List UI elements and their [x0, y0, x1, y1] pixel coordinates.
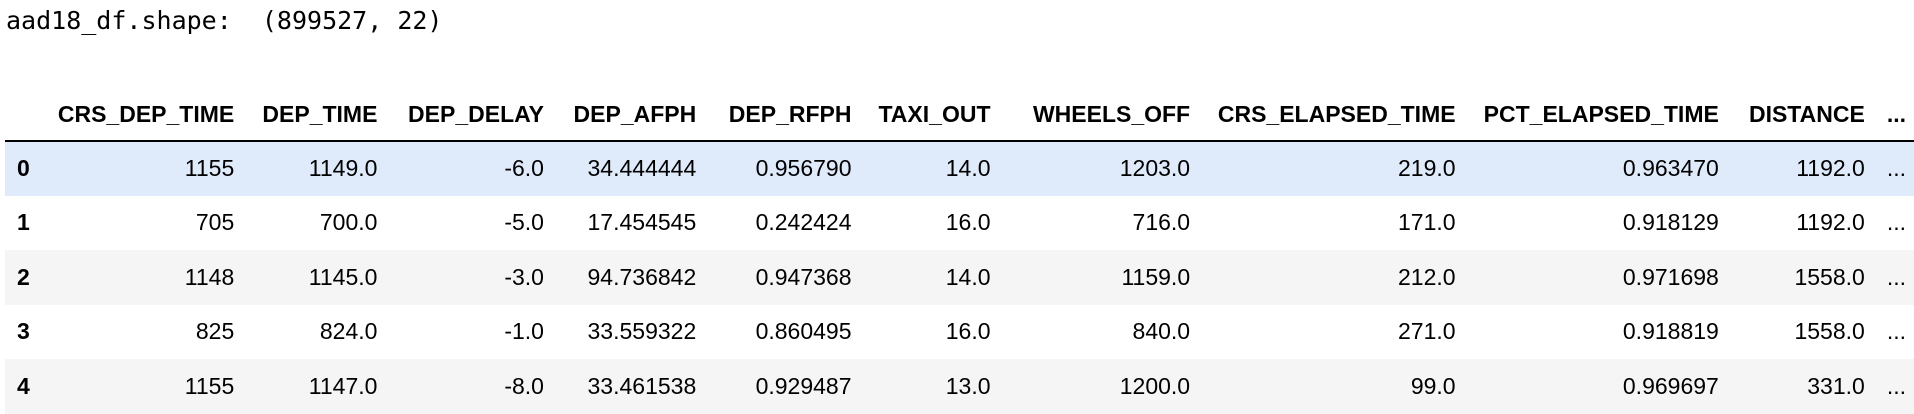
table-cell: 34.444444 [587, 155, 697, 182]
table-cell: 705 [195, 209, 235, 236]
table-cell: 94.736842 [587, 263, 697, 290]
table-cell: 1145.0 [308, 263, 378, 290]
column-header: DEP_DELAY [389, 88, 556, 142]
header-row: CRS_DEP_TIME DEP_TIME DEP_DELAY DEP_AFPH… [5, 88, 1914, 142]
table-cell: -1.0 [504, 318, 544, 345]
column-header: WHEELS_OFF [1002, 88, 1203, 142]
column-ellipsis: ... [1876, 88, 1914, 142]
table-cell: 212.0 [1398, 263, 1456, 290]
table-cell: -5.0 [504, 209, 544, 236]
table-cell: 0.860495 [755, 318, 852, 345]
table-cell: 1155 [184, 155, 235, 182]
column-header: DEP_AFPH [555, 88, 709, 142]
table-cell: 825 [195, 318, 235, 345]
table-cell: 0.971698 [1622, 263, 1719, 290]
column-header: DISTANCE [1730, 88, 1877, 142]
table-cell: 219.0 [1398, 155, 1456, 182]
table-cell: 1200.0 [1119, 372, 1191, 399]
column-header: CRS_DEP_TIME [42, 88, 247, 142]
table-cell: 1192.0 [1796, 209, 1865, 236]
table-cell: -8.0 [504, 372, 544, 399]
table-cell: 0.956790 [755, 155, 852, 182]
table-cell: 171.0 [1398, 209, 1456, 236]
table-cell: 1148 [184, 263, 235, 290]
table-cell: 1155 [184, 372, 235, 399]
column-header: TAXI_OUT [863, 88, 1003, 142]
row-ellipsis: ... [1886, 372, 1906, 399]
table-cell: 1147.0 [308, 372, 378, 399]
table-cell: 17.454545 [587, 209, 697, 236]
table-cell: 716.0 [1132, 209, 1191, 236]
table-cell: 16.0 [945, 318, 991, 345]
row-index: 4 [17, 372, 30, 399]
table-cell: 14.0 [945, 263, 991, 290]
table-row: 3 825 824.0 -1.0 33.559322 0.860495 16.0 840.0 2… [5, 305, 1914, 360]
table-cell: 0.929487 [755, 372, 852, 399]
index-header [5, 88, 43, 142]
row-ellipsis: ... [1886, 209, 1906, 236]
table-cell: -6.0 [504, 155, 544, 182]
table-cell: 13.0 [945, 372, 991, 399]
table-cell: 1192.0 [1796, 155, 1865, 182]
column-header: PCT_ELAPSED_TIME [1467, 88, 1731, 142]
column-header: DEP_RFPH [708, 88, 864, 142]
table-cell: 0.947368 [755, 263, 852, 290]
table-row: 2 1148 1145.0 -3.0 94.736842 0.947368 14.0 1159… [5, 250, 1914, 305]
table-cell: 700.0 [319, 209, 378, 236]
table-cell: 331.0 [1807, 372, 1865, 399]
column-header: DEP_TIME [246, 88, 390, 142]
table-row: 1 705 700.0 -5.0 17.454545 0.242424 16.0 716.0 1… [5, 196, 1914, 251]
table-row: 0 1155 1149.0 -6.0 34.444444 0.956790 14.0 1203… [5, 141, 1914, 196]
table-cell: 1159.0 [1121, 263, 1191, 290]
column-header: CRS_ELAPSED_TIME [1202, 88, 1468, 142]
table-cell: 14.0 [945, 155, 991, 182]
table-cell: 0.963470 [1622, 155, 1719, 182]
table-cell: 99.0 [1410, 372, 1456, 399]
table-cell: 33.559322 [587, 318, 697, 345]
table-header: CRS_DEP_TIME DEP_TIME DEP_DELAY DEP_AFPH… [5, 88, 1914, 142]
table-cell: 0.242424 [755, 209, 852, 236]
table-cell: 16.0 [945, 209, 991, 236]
row-index: 3 [17, 318, 30, 345]
table-row: 4 1155 1147.0 -8.0 33.461538 0.929487 13.0 1200… [5, 359, 1914, 414]
row-ellipsis: ... [1886, 263, 1906, 290]
table-cell: 271.0 [1398, 318, 1456, 345]
table-cell: -3.0 [504, 263, 544, 290]
row-index: 1 [17, 209, 30, 236]
table-cell: 0.918129 [1622, 209, 1719, 236]
row-index: 2 [17, 263, 30, 290]
table-cell: 33.461538 [587, 372, 697, 399]
table-body: 0 1155 1149.0 -6.0 34.444444 0.956790 14.0 1203… [5, 141, 1914, 414]
table-cell: 824.0 [319, 318, 378, 345]
table-cell: 0.918819 [1622, 318, 1719, 345]
table-cell: 1149.0 [308, 155, 378, 182]
table-cell: 1558.0 [1794, 263, 1865, 290]
table-cell: 0.969697 [1622, 372, 1719, 399]
row-ellipsis: ... [1886, 155, 1906, 182]
dataframe-table: CRS_DEP_TIME DEP_TIME DEP_DELAY DEP_AFPH… [5, 88, 1914, 414]
table-cell: 1558.0 [1794, 318, 1865, 345]
row-ellipsis: ... [1886, 318, 1906, 345]
row-index: 0 [17, 155, 30, 182]
shape-output-text: aad18_df.shape: (899527, 22) [6, 6, 443, 35]
table-cell: 840.0 [1132, 318, 1191, 345]
table-cell: 1203.0 [1119, 155, 1191, 182]
